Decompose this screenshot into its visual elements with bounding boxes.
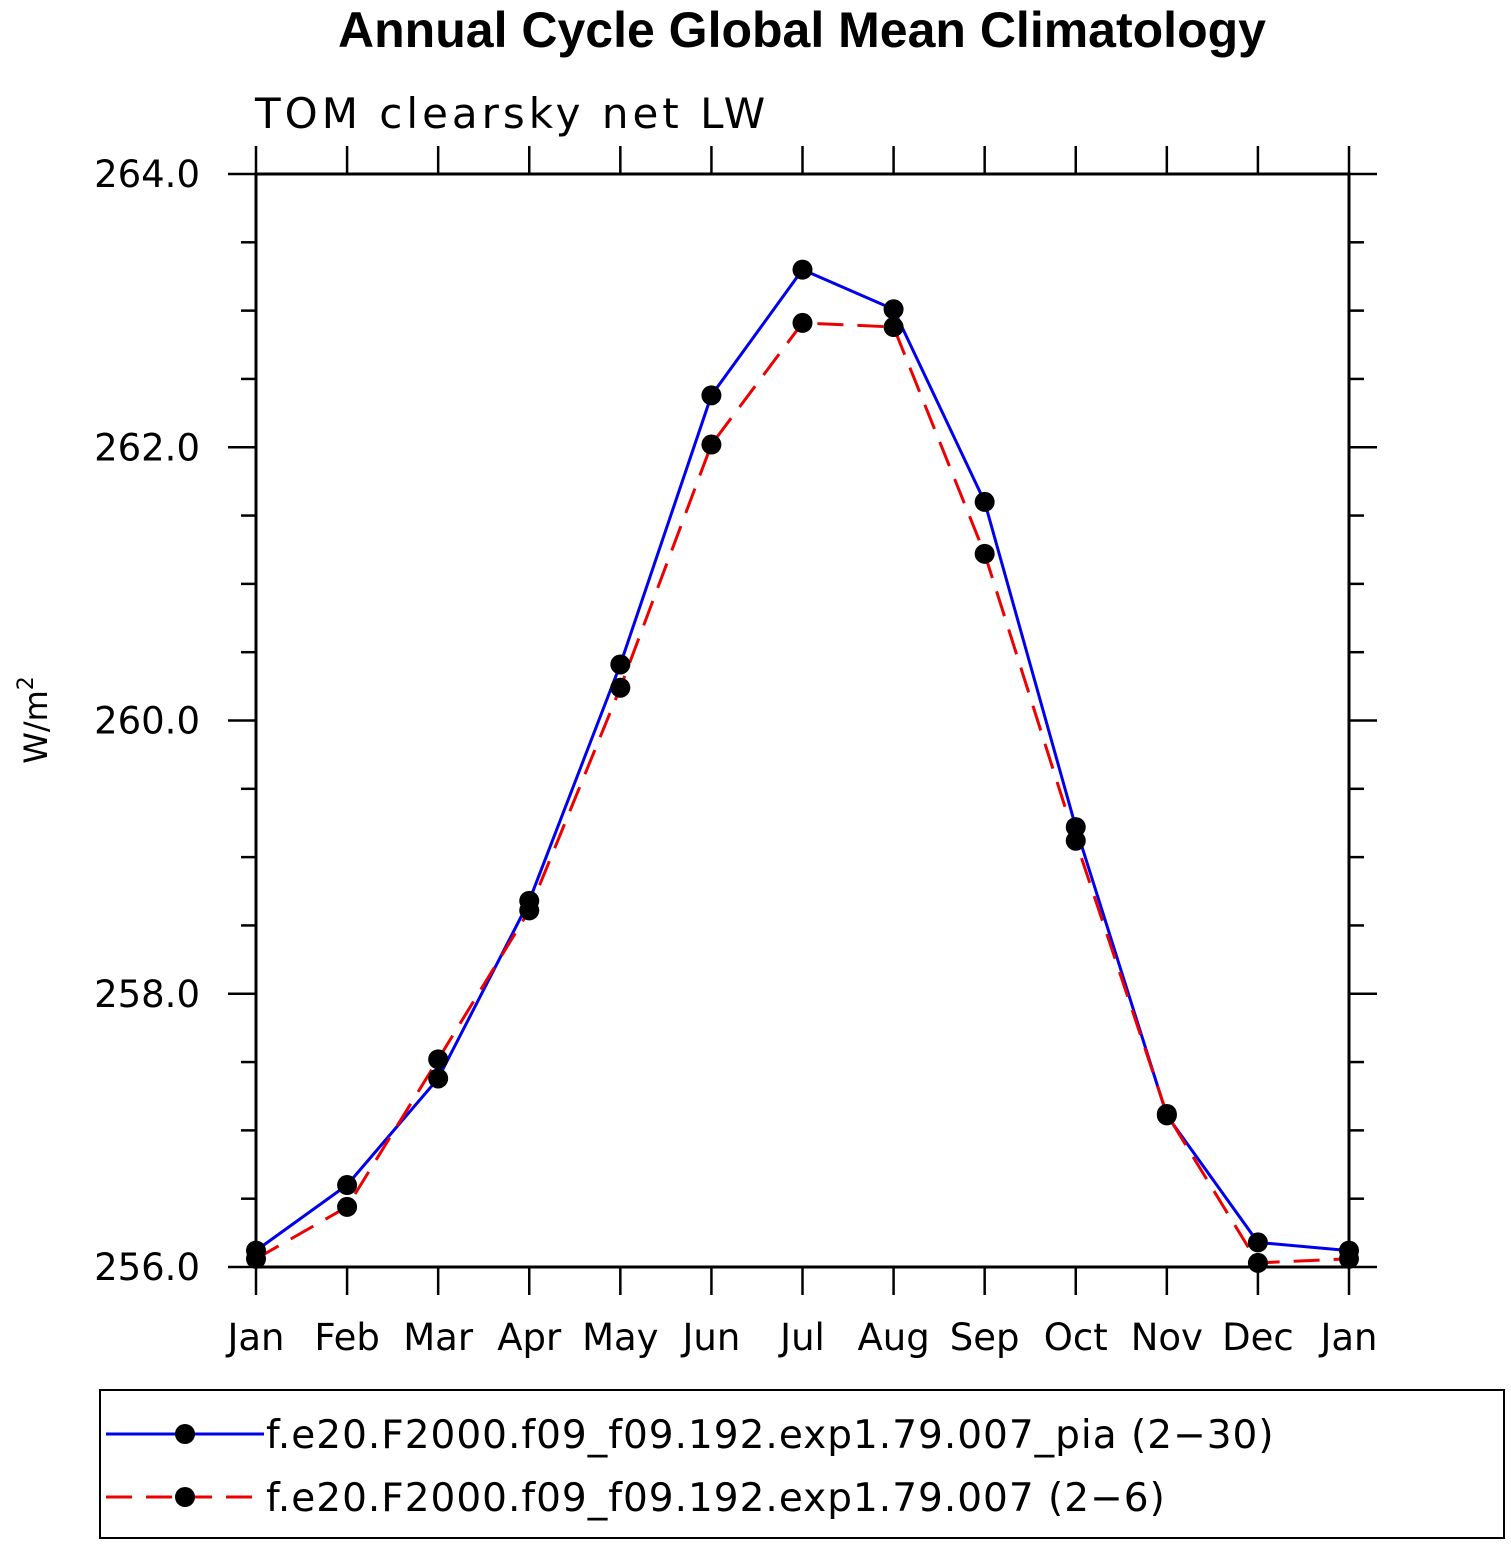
y-axis-label-superscript: 2 (14, 676, 39, 690)
y-tick-label: 264.0 (94, 153, 200, 196)
plot-frame (254, 172, 1351, 1269)
x-tick-label: Apr (497, 1316, 562, 1359)
legend-label-1: f.e20.F2000.f09_f09.192.exp1.79.007_pia … (266, 1413, 1275, 1458)
chart-subtitle: TOM clearsky net LW (254, 89, 769, 138)
x-tick-label: Jun (681, 1316, 741, 1359)
series-2-point (1065, 830, 1086, 851)
series-1-point (883, 299, 904, 320)
y-axis-label: W/m2 (14, 676, 55, 764)
series-2-point (610, 677, 631, 698)
series-1-point (974, 491, 995, 512)
y-axis-label-text: W/m (17, 690, 55, 764)
series-2-point (701, 434, 722, 455)
series-2-point (337, 1196, 358, 1217)
series-line-2 (255, 321, 1350, 1265)
series-2-point (974, 543, 995, 564)
series-line-1 (255, 267, 1350, 1253)
series-2-point (792, 312, 813, 333)
legend-marker-2 (175, 1487, 195, 1507)
x-tick-label: Mar (403, 1316, 474, 1359)
axis-ticks (228, 146, 1377, 1295)
series-1-point (337, 1175, 358, 1196)
legend-marker-1 (175, 1424, 195, 1444)
y-tick-label: 258.0 (94, 973, 200, 1016)
x-tick-label: Nov (1131, 1316, 1203, 1359)
series-1-point (701, 385, 722, 406)
series-1-point (610, 654, 631, 675)
series-1-point (792, 259, 813, 280)
x-tick-labels: Jan Feb Mar Apr May Jun Jul Aug Sep Oct Nov Dec Jan (225, 1316, 1377, 1359)
series-1-point (428, 1068, 449, 1089)
x-tick-label: Jan (1318, 1316, 1377, 1359)
y-tick-labels: 256.0 258.0 260.0 262.0 264.0 (94, 153, 200, 1289)
legend-label-2: f.e20.F2000.f09_f09.192.exp1.79.007 (2−6… (266, 1476, 1166, 1521)
x-tick-label: Jan (225, 1316, 284, 1359)
chart-title: Annual Cycle Global Mean Climatology (338, 2, 1266, 58)
x-tick-label: Oct (1044, 1316, 1108, 1359)
series-2-point (428, 1049, 449, 1070)
x-tick-label: Jul (778, 1316, 825, 1359)
series-2-point (519, 900, 540, 921)
series-2-point (1339, 1248, 1359, 1269)
legend: f.e20.F2000.f09_f09.192.exp1.79.007_pia … (106, 1413, 1275, 1521)
x-tick-label: May (582, 1316, 659, 1359)
y-tick-label: 260.0 (94, 700, 200, 743)
series-1-point (1247, 1232, 1268, 1253)
x-tick-label: Feb (314, 1316, 380, 1359)
legend-box (99, 1389, 1505, 1539)
series-2-point (883, 317, 904, 338)
y-tick-label: 256.0 (94, 1246, 200, 1289)
y-tick-label: 262.0 (94, 426, 200, 469)
x-tick-label: Dec (1222, 1316, 1294, 1359)
series-layer (246, 259, 1359, 1273)
series-1-point (1065, 817, 1086, 838)
x-tick-label: Sep (950, 1316, 1020, 1359)
series-2-point (1156, 1103, 1177, 1124)
series-2-point (1247, 1252, 1268, 1273)
series-2-point (246, 1248, 266, 1269)
x-tick-label: Aug (857, 1316, 929, 1359)
